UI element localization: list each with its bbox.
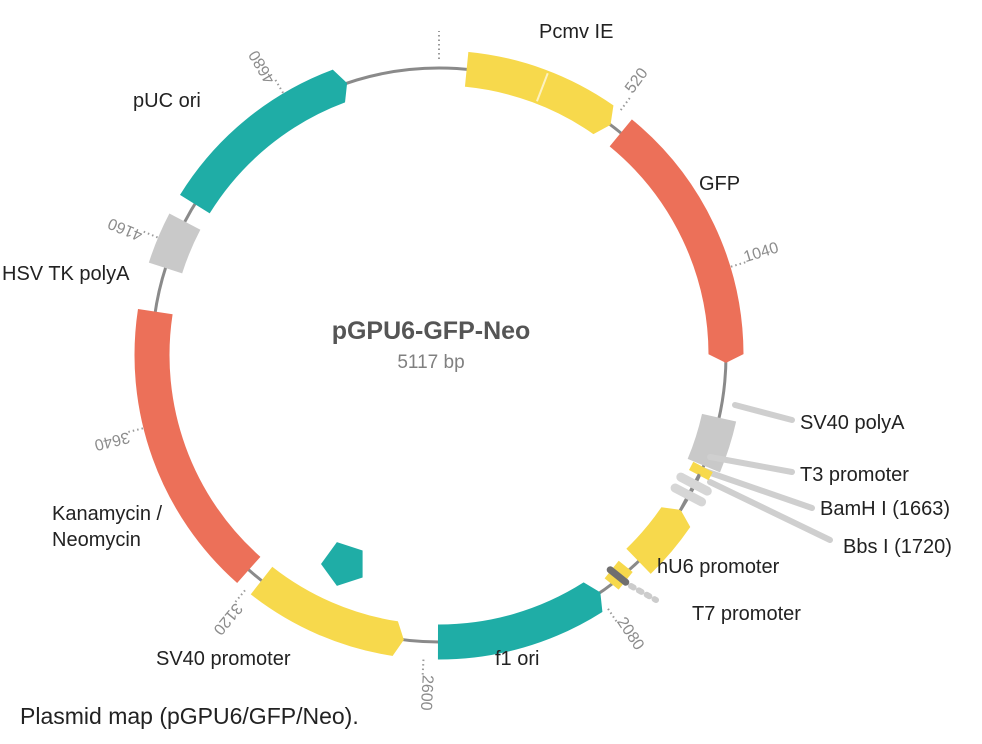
svg-text:hU6 promoter: hU6 promoter [657, 556, 780, 578]
svg-text:5117 bp: 5117 bp [397, 352, 464, 373]
svg-text:Neomycin: Neomycin [52, 529, 141, 551]
svg-text:3640: 3640 [93, 428, 132, 453]
svg-text:HSV TK polyA: HSV TK polyA [2, 263, 130, 285]
svg-text:T3 promoter: T3 promoter [800, 464, 909, 486]
svg-text:3120: 3120 [210, 600, 246, 638]
svg-text:Kanamycin /: Kanamycin / [52, 503, 162, 525]
svg-text:4680: 4680 [246, 47, 279, 86]
svg-text:520: 520 [622, 65, 652, 97]
svg-text:T7 promoter: T7 promoter [692, 603, 801, 625]
svg-text:pGPU6-GFP-Neo: pGPU6-GFP-Neo [332, 317, 531, 345]
svg-text:2080: 2080 [613, 614, 647, 653]
svg-text:4160: 4160 [106, 214, 145, 243]
svg-text:Bbs I (1720): Bbs I (1720) [843, 536, 952, 558]
svg-text:1040: 1040 [742, 240, 781, 267]
svg-text:f1 ori: f1 ori [495, 648, 539, 670]
svg-text:2600: 2600 [417, 675, 436, 712]
svg-text:Pcmv IE: Pcmv IE [539, 21, 613, 43]
svg-text:SV40 promoter: SV40 promoter [156, 648, 291, 670]
svg-text:BamH I (1663): BamH I (1663) [820, 498, 950, 520]
svg-text:GFP: GFP [699, 173, 740, 195]
svg-text:SV40 polyA: SV40 polyA [800, 412, 905, 434]
svg-text:pUC ori: pUC ori [133, 90, 201, 112]
